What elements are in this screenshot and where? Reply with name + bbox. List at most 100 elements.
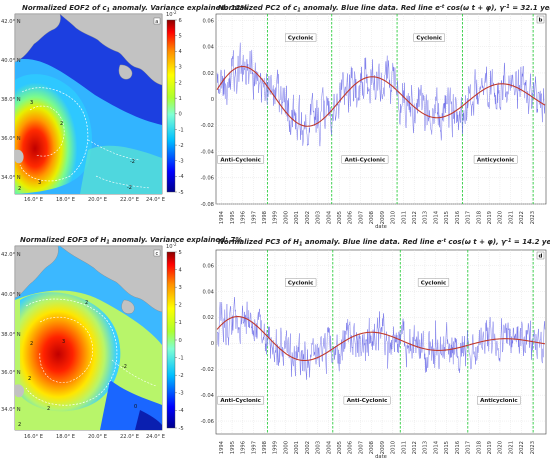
contour-label: 2 <box>47 406 50 412</box>
colorbar-tick-label: 3 <box>179 285 182 291</box>
lat-tick: 36.0° N <box>1 370 21 376</box>
contour-label: -2 <box>122 364 127 370</box>
lat-tick: 34.0° N <box>1 407 21 413</box>
colorbar-tick-label: -3 <box>179 391 184 397</box>
panel-c-title: Normalized EOF3 of H1 anomaly. Variance … <box>20 236 242 246</box>
x-axis-label: date <box>375 224 387 230</box>
x-tick-label: 2012 <box>412 211 418 224</box>
phase-annotation: Cyclonic <box>416 35 442 41</box>
phase-annotation: Anti-Cyclonic <box>220 398 261 404</box>
x-tick-label: 2008 <box>369 211 375 224</box>
lon-tick: 18.0° E <box>56 434 75 440</box>
lat-tick: 34.0° N <box>1 175 21 181</box>
colorbar-tick-label: 5 <box>179 250 182 256</box>
contour-label: -2 <box>130 159 135 165</box>
annotation-box <box>477 396 521 405</box>
colorbar-tick-label: -5 <box>179 426 184 432</box>
phase-annotation: Cyclonic <box>421 280 447 286</box>
panel-c-map: Normalized EOF3 of H1 anomaly. Variance … <box>1 236 242 440</box>
y-tick-label: 0.02 <box>202 71 214 77</box>
colorbar-tick-label: -2 <box>179 373 184 379</box>
colorbar-tick-label: 1 <box>179 96 182 102</box>
x-tick-label: 2001 <box>294 211 300 224</box>
lon-tick: 20.0° E <box>88 434 107 440</box>
x-tick-label: 1994 <box>219 210 225 224</box>
colorbar-c <box>166 251 176 429</box>
plot-area <box>215 13 547 205</box>
colorbar-tick-label: 0 <box>179 112 182 118</box>
panel-d-title: Normalized PC3 of H1 anomaly. Blue line … <box>218 238 550 248</box>
panel-letter-box <box>536 251 545 260</box>
colorbar-tick-label: -1 <box>179 355 184 361</box>
x-tick-label: 2008 <box>369 441 375 454</box>
y-tick-label: -0.02 <box>201 123 214 129</box>
panel-a-title: Normalized EOF2 of c1 anomaly. Variance … <box>22 4 247 14</box>
x-tick-label: 2018 <box>476 211 482 224</box>
y-tick-label: 0.02 <box>202 315 214 321</box>
x-tick-label: 1999 <box>273 211 279 224</box>
x-tick-label: 1999 <box>273 441 279 454</box>
lon-tick: 20.0° E <box>88 197 107 203</box>
x-tick-label: 2009 <box>380 441 386 454</box>
y-tick-label: -0.04 <box>201 393 215 399</box>
x-tick-label: 2005 <box>337 441 343 454</box>
x-tick-label: 2022 <box>519 211 525 224</box>
x-tick-label: 2001 <box>294 441 300 454</box>
x-tick-label: 2016 <box>455 441 461 454</box>
contour-label: 2 <box>18 186 21 192</box>
x-axis-label: date <box>375 454 387 460</box>
contour-label: 2 <box>28 376 31 382</box>
svg-text:c: c <box>156 251 159 257</box>
x-tick-label: 2006 <box>348 211 354 224</box>
x-tick-label: 2019 <box>487 211 493 224</box>
x-tick-label: 2016 <box>455 211 461 224</box>
annotation-box <box>341 155 389 164</box>
phase-annotation: Anticyclonic <box>477 157 515 163</box>
x-tick-label: 2011 <box>401 211 407 224</box>
x-tick-label: 2012 <box>412 441 418 454</box>
lat-tick: 40.0° N <box>1 292 21 298</box>
phase-annotation: Anti-Cyclonic <box>220 157 261 163</box>
series-blue-data <box>216 42 546 147</box>
y-tick-label: 0.06 <box>202 263 214 269</box>
y-tick-label: 0.04 <box>202 45 214 51</box>
x-tick-label: 2002 <box>305 441 311 454</box>
x-tick-label: 2014 <box>433 210 439 224</box>
contour-label: 2 <box>85 300 88 306</box>
x-tick-label: 2011 <box>401 441 407 454</box>
lat-tick: 42.0° N <box>1 19 21 25</box>
x-tick-label: 2015 <box>444 441 450 454</box>
x-tick-label: 2004 <box>326 440 332 454</box>
x-tick-label: 2013 <box>423 441 429 454</box>
x-tick-label: 1996 <box>241 211 247 224</box>
panel-d-timeseries: Normalized PC3 of H1 anomaly. Blue line … <box>201 238 550 460</box>
contour-label: 0 <box>134 404 137 410</box>
colorbar-tick-label: 4 <box>179 49 183 55</box>
y-tick-label: -0.06 <box>201 176 214 182</box>
x-tick-label: 2000 <box>283 211 289 224</box>
colorbar-tick-label: 2 <box>179 80 182 86</box>
x-tick-label: 2013 <box>423 211 429 224</box>
annotation-box <box>285 33 317 42</box>
colorbar-tick-label: 3 <box>179 65 182 71</box>
annotation-box <box>285 278 317 287</box>
panel-b-timeseries: Normalized PC2 of c1 anomaly. Blue line … <box>201 4 550 230</box>
x-tick-label: 2004 <box>326 210 332 224</box>
x-tick-label: 1995 <box>230 211 236 224</box>
colorbar-a-ticks: 6 5 4 3 2 1 0 -1 -2 -3 -4 -5 <box>175 18 184 196</box>
x-tick-label: 1997 <box>251 441 257 454</box>
contour-label: 3 <box>62 339 65 345</box>
y-tick-label: 0.06 <box>202 18 214 24</box>
colorbar-tick-label: -5 <box>179 190 184 196</box>
y-tick-label: -0.06 <box>201 419 214 425</box>
phase-annotation: Cyclonic <box>288 35 314 41</box>
x-tick-label: 2000 <box>283 441 289 454</box>
x-tick-label: 2023 <box>530 211 536 224</box>
lon-tick: 24.0° E <box>146 434 165 440</box>
x-tick-label: 2010 <box>391 211 397 224</box>
contour-label: -2 <box>127 185 132 191</box>
x-tick-label: 1994 <box>219 440 225 454</box>
plot-area <box>215 249 547 435</box>
x-tick-label: 2015 <box>444 211 450 224</box>
